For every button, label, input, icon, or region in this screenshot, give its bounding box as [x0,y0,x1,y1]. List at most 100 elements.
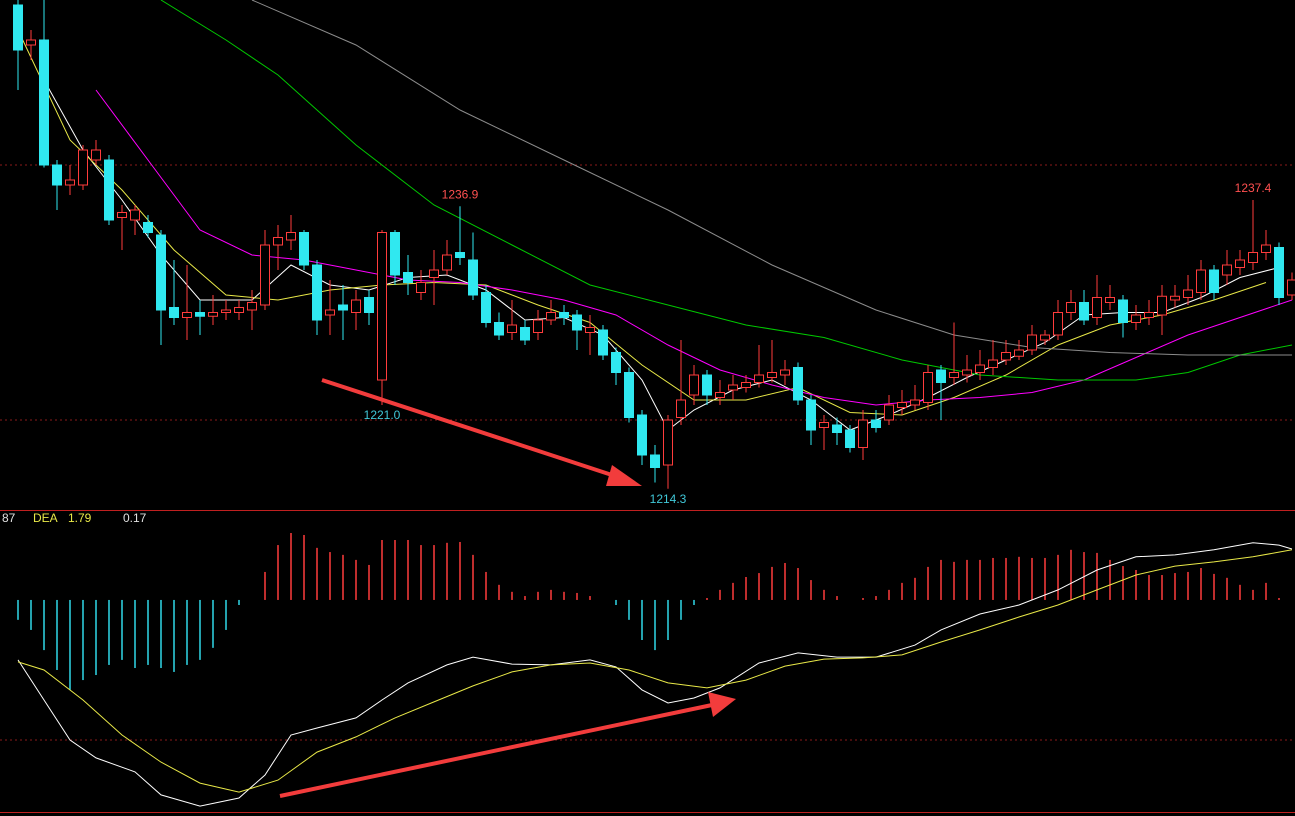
candle-body [390,232,400,276]
candle-body [1001,352,1011,361]
indicator-line [17,542,1293,807]
arrow-head [708,692,736,717]
candle-body [845,429,855,448]
candle-body [533,319,543,333]
candle-body [247,302,257,311]
candle-body [91,149,101,161]
candle-body [1209,269,1219,293]
candle-body [39,39,49,166]
candle-body [793,367,803,401]
candle-body [377,232,387,381]
indicator-line [251,0,1292,356]
candle-body [104,159,114,221]
arrow [279,692,736,798]
arrow [321,378,642,486]
candle-body [988,359,998,368]
candle-body [1170,295,1180,301]
candle-body [1235,259,1245,268]
candle-body [767,372,777,378]
candle-body [702,374,712,396]
candle-body [442,254,452,271]
candle-body [715,392,725,398]
candle-body [481,292,491,323]
candle-body [832,424,842,433]
candle-body [936,369,946,383]
dea-value: 1.79 [68,511,92,525]
candle-body [637,414,647,456]
candle-body [1079,302,1089,321]
candle-body [338,304,348,311]
candle-body [676,399,686,418]
candle-body [559,312,569,318]
price-annotation: 1237.4 [1235,181,1272,195]
candle-body [494,322,504,336]
candle-body [585,327,595,333]
candle-body [234,307,244,313]
price-annotation: 1221.0 [364,408,401,422]
candle-body [949,372,959,378]
candle-body [754,374,764,383]
candle-body [416,282,426,293]
candle-body [182,312,192,318]
price-annotation: 1214.3 [650,492,687,506]
candle-body [429,269,439,278]
candle-body [364,297,374,313]
candle-body [1157,295,1167,316]
candle-body [546,312,556,321]
candle-body [871,419,881,428]
macd-pane [17,533,1293,807]
arrow-shaft [279,703,713,798]
candle-body [455,252,465,258]
candle-body [1131,314,1141,323]
arrow-shaft [321,378,619,479]
dif-value: 87 [2,511,16,525]
candle-body [65,179,75,186]
candle-body [806,399,816,431]
candle-body [1196,269,1206,293]
dea-label: DEA [33,511,58,525]
candle-body [299,232,309,266]
candle-body [975,364,985,373]
candle-body [1144,312,1154,318]
candle-body [780,369,790,376]
indicator-line [95,89,1293,406]
candle-body [1274,247,1284,298]
candle-body [624,372,634,418]
candle-body [897,402,907,408]
candle-body [1014,349,1024,357]
candle-body [221,309,231,313]
indicator-line [160,0,1293,381]
candle-body [1183,289,1193,298]
candle-body [728,384,738,391]
candle-body [117,212,127,218]
candle-body [208,312,218,317]
arrow-head [606,465,642,486]
candle-body [1092,297,1102,318]
candle-body [130,209,140,221]
candle-body [1118,299,1128,323]
candle-body [819,422,829,428]
candle-body [1261,244,1271,253]
candle-body [78,149,88,186]
candle-body [260,244,270,306]
candle-body [1287,279,1295,296]
candle-body [611,352,621,373]
price-pane: 1236.9 1221.0 1214.3 1237.4 [13,0,1295,506]
candle-body [598,329,608,356]
candle-body [156,234,166,311]
candle-body [741,382,751,388]
candle-body [195,312,205,317]
candle-body [910,399,920,406]
candle-body [507,324,517,333]
candle-body [1105,297,1115,303]
candle-body [52,164,62,186]
candle-body [1053,312,1063,336]
candle-body [468,259,478,296]
candle-body [962,369,972,376]
candle-body [1222,264,1232,276]
price-annotation: 1236.9 [442,187,479,201]
candle-body [663,419,673,466]
